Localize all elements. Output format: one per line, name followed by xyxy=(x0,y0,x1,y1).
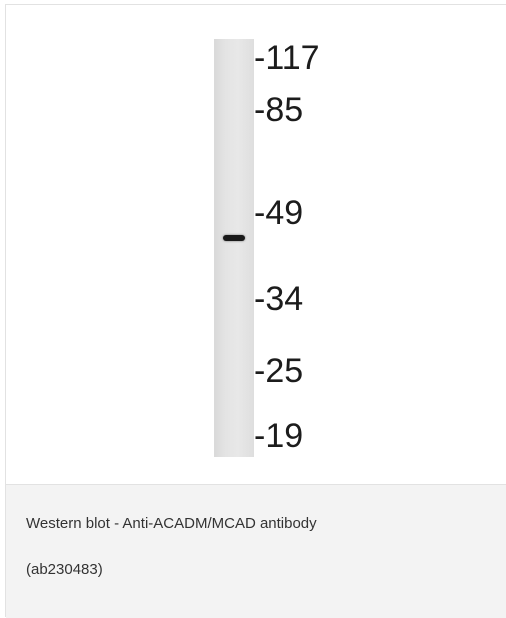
marker-25: -25 xyxy=(254,352,304,390)
marker-19: -19 xyxy=(254,417,304,455)
blot-lane xyxy=(214,39,254,457)
protein-band xyxy=(223,235,245,241)
caption-title: Western blot - Anti-ACADM/MCAD antibody xyxy=(26,515,317,532)
western-blot-image[interactable]: -117 -85 -49 -34 -25 -19 xyxy=(6,5,506,484)
marker-117: -117 xyxy=(254,39,320,77)
marker-49: -49 xyxy=(254,194,304,232)
caption-product-code: (ab230483) xyxy=(26,561,103,578)
marker-34: -34 xyxy=(254,280,304,318)
caption-panel: Western blot - Anti-ACADM/MCAD antibody … xyxy=(6,484,506,618)
marker-85: -85 xyxy=(254,91,304,129)
figure-card: -117 -85 -49 -34 -25 -19 Western blot - … xyxy=(5,4,506,618)
